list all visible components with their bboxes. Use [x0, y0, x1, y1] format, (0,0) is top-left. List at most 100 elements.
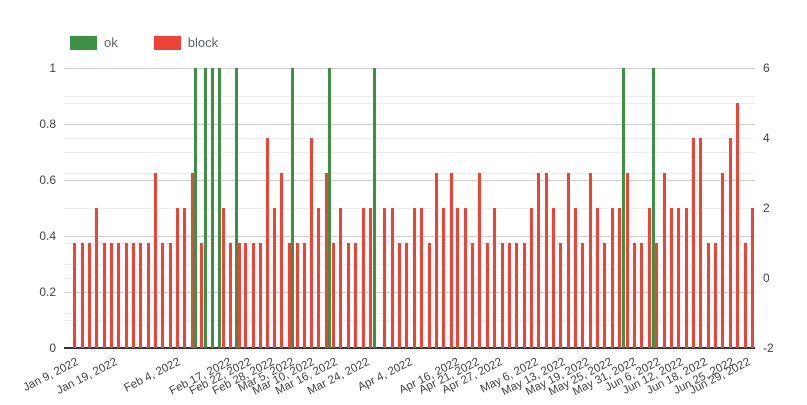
bar-block[interactable]: [720, 173, 724, 348]
bar-block[interactable]: [102, 243, 106, 348]
bar-ok[interactable]: [210, 68, 214, 348]
bar-block[interactable]: [87, 243, 91, 348]
bar-block[interactable]: [573, 208, 577, 348]
bar-block[interactable]: [237, 243, 241, 348]
bar-block[interactable]: [455, 208, 459, 348]
bar-block[interactable]: [522, 243, 526, 348]
bar-block[interactable]: [265, 138, 269, 348]
bar-block[interactable]: [684, 208, 688, 348]
bar-block[interactable]: [109, 243, 113, 348]
bar-block[interactable]: [353, 243, 357, 348]
bar-block[interactable]: [175, 208, 179, 348]
bar-block[interactable]: [588, 173, 592, 348]
bar-block[interactable]: [160, 243, 164, 348]
bar-block[interactable]: [153, 173, 157, 348]
bar-block[interactable]: [566, 173, 570, 348]
bar-block[interactable]: [492, 208, 496, 348]
bar-block[interactable]: [662, 173, 666, 348]
bar-ok[interactable]: [193, 68, 197, 348]
bar-block[interactable]: [287, 243, 291, 348]
bar-block[interactable]: [602, 243, 606, 348]
bar-block[interactable]: [477, 173, 481, 348]
bar-ok[interactable]: [234, 68, 238, 348]
bar-block[interactable]: [441, 208, 445, 348]
bar-block[interactable]: [324, 173, 328, 348]
bar-block[interactable]: [632, 243, 636, 348]
bar-block[interactable]: [691, 138, 695, 348]
bar-ok[interactable]: [217, 68, 221, 348]
bar-block[interactable]: [625, 173, 629, 348]
bar-block[interactable]: [368, 208, 372, 348]
bar-block[interactable]: [382, 208, 386, 348]
bar-block[interactable]: [419, 208, 423, 348]
bar-block[interactable]: [735, 103, 739, 348]
bar-block[interactable]: [434, 173, 438, 348]
bar-block[interactable]: [146, 243, 150, 348]
bar-block[interactable]: [80, 243, 84, 348]
bar-block[interactable]: [168, 243, 172, 348]
bar-block[interactable]: [404, 243, 408, 348]
bar-block[interactable]: [131, 243, 135, 348]
bar-block[interactable]: [251, 243, 255, 348]
bar-ok[interactable]: [651, 68, 655, 348]
bar-block[interactable]: [529, 208, 533, 348]
bar-block[interactable]: [309, 138, 313, 348]
bar-block[interactable]: [514, 243, 518, 348]
bar-block[interactable]: [713, 243, 717, 348]
bar-block[interactable]: [558, 243, 562, 348]
bar-block[interactable]: [346, 243, 350, 348]
bar-block[interactable]: [485, 243, 489, 348]
bar-block[interactable]: [610, 208, 614, 348]
bar-block[interactable]: [190, 173, 194, 348]
bar-block[interactable]: [138, 243, 142, 348]
bar-ok[interactable]: [327, 68, 331, 348]
bar-block[interactable]: [449, 173, 453, 348]
bar-block[interactable]: [116, 243, 120, 348]
bar-block[interactable]: [221, 208, 225, 348]
bar-block[interactable]: [361, 208, 365, 348]
bar-block[interactable]: [427, 243, 431, 348]
bar-block[interactable]: [397, 243, 401, 348]
bar-block[interactable]: [124, 243, 128, 348]
bar-block[interactable]: [669, 208, 673, 348]
bar-block[interactable]: [551, 208, 555, 348]
bar-block[interactable]: [412, 208, 416, 348]
bar-block[interactable]: [536, 173, 540, 348]
bar-block[interactable]: [750, 208, 754, 348]
bar-block[interactable]: [199, 243, 203, 348]
bar-block[interactable]: [617, 208, 621, 348]
bar-block[interactable]: [706, 243, 710, 348]
bar-block[interactable]: [647, 208, 651, 348]
bar-ok[interactable]: [290, 68, 294, 348]
bar-block[interactable]: [182, 208, 186, 348]
bar-block[interactable]: [279, 173, 283, 348]
bar-block[interactable]: [338, 208, 342, 348]
bar-block[interactable]: [544, 173, 548, 348]
bar-block[interactable]: [470, 243, 474, 348]
bar-block[interactable]: [390, 208, 394, 348]
bar-block[interactable]: [295, 243, 299, 348]
bar-block[interactable]: [676, 208, 680, 348]
bar-block[interactable]: [639, 243, 643, 348]
bar-block[interactable]: [72, 243, 76, 348]
bar-block[interactable]: [94, 208, 98, 348]
bar-block[interactable]: [228, 243, 232, 348]
bar-ok[interactable]: [621, 68, 625, 348]
bar-block[interactable]: [302, 243, 306, 348]
bar-block[interactable]: [258, 243, 262, 348]
bar-block[interactable]: [728, 138, 732, 348]
bar-ok[interactable]: [203, 68, 207, 348]
bar-block[interactable]: [654, 243, 658, 348]
bar-ok[interactable]: [372, 68, 376, 348]
bar-block[interactable]: [331, 243, 335, 348]
bar-block[interactable]: [463, 208, 467, 348]
bar-block[interactable]: [316, 208, 320, 348]
bar-block[interactable]: [580, 243, 584, 348]
bar-block[interactable]: [743, 243, 747, 348]
bar-block[interactable]: [507, 243, 511, 348]
bar-block[interactable]: [500, 243, 504, 348]
bar-block[interactable]: [595, 208, 599, 348]
bar-block[interactable]: [698, 138, 702, 348]
bar-block[interactable]: [272, 208, 276, 348]
bar-block[interactable]: [243, 243, 247, 348]
